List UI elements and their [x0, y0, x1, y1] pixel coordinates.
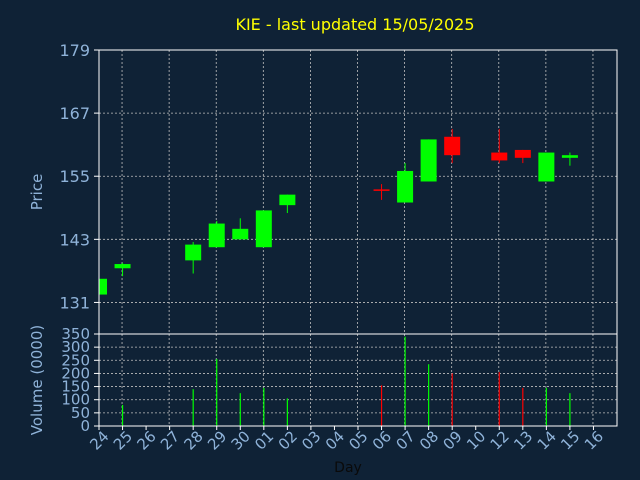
candle-body — [561, 155, 578, 158]
volume-tick-label: 200 — [61, 364, 90, 382]
volume-tick-label: 150 — [61, 378, 90, 396]
candle-body — [420, 139, 437, 182]
price-axis-ticks: 131 143 155 167 179 — [59, 41, 99, 312]
chart-title: KIE - last updated 15/05/2025 — [235, 15, 474, 34]
candle-body — [255, 210, 272, 248]
price-axis-label: Price — [28, 174, 46, 211]
price-candles — [98, 128, 578, 295]
price-tick-label: 155 — [59, 167, 90, 186]
candle-body — [397, 170, 414, 203]
volume-tick-label: 50 — [71, 404, 90, 422]
candle-body — [99, 278, 107, 295]
candle-body — [514, 149, 531, 158]
volume-tick-label: 300 — [61, 338, 90, 356]
volume-tick-label: 350 — [61, 325, 90, 343]
candle-body — [114, 264, 131, 269]
price-tick-label: 179 — [59, 41, 90, 60]
candle-body — [279, 194, 296, 206]
price-tick-label: 167 — [59, 104, 90, 123]
volume-tick-label: 100 — [61, 391, 90, 409]
candle-body — [491, 152, 508, 161]
volume-axis-label: Volume (0000) — [28, 325, 46, 435]
candle-body — [373, 189, 390, 191]
candle-body — [444, 136, 461, 156]
candle-body — [208, 223, 225, 248]
candle-body — [538, 152, 555, 182]
candle-body — [185, 244, 202, 261]
day-axis-label: Day — [334, 460, 362, 476]
volume-tick-label: 0 — [80, 417, 90, 435]
volume-bars — [121, 336, 571, 426]
volume-tick-label: 250 — [61, 351, 90, 369]
price-tick-label: 143 — [59, 230, 90, 249]
price-tick-label: 131 — [59, 293, 90, 312]
candle-body — [232, 228, 249, 240]
